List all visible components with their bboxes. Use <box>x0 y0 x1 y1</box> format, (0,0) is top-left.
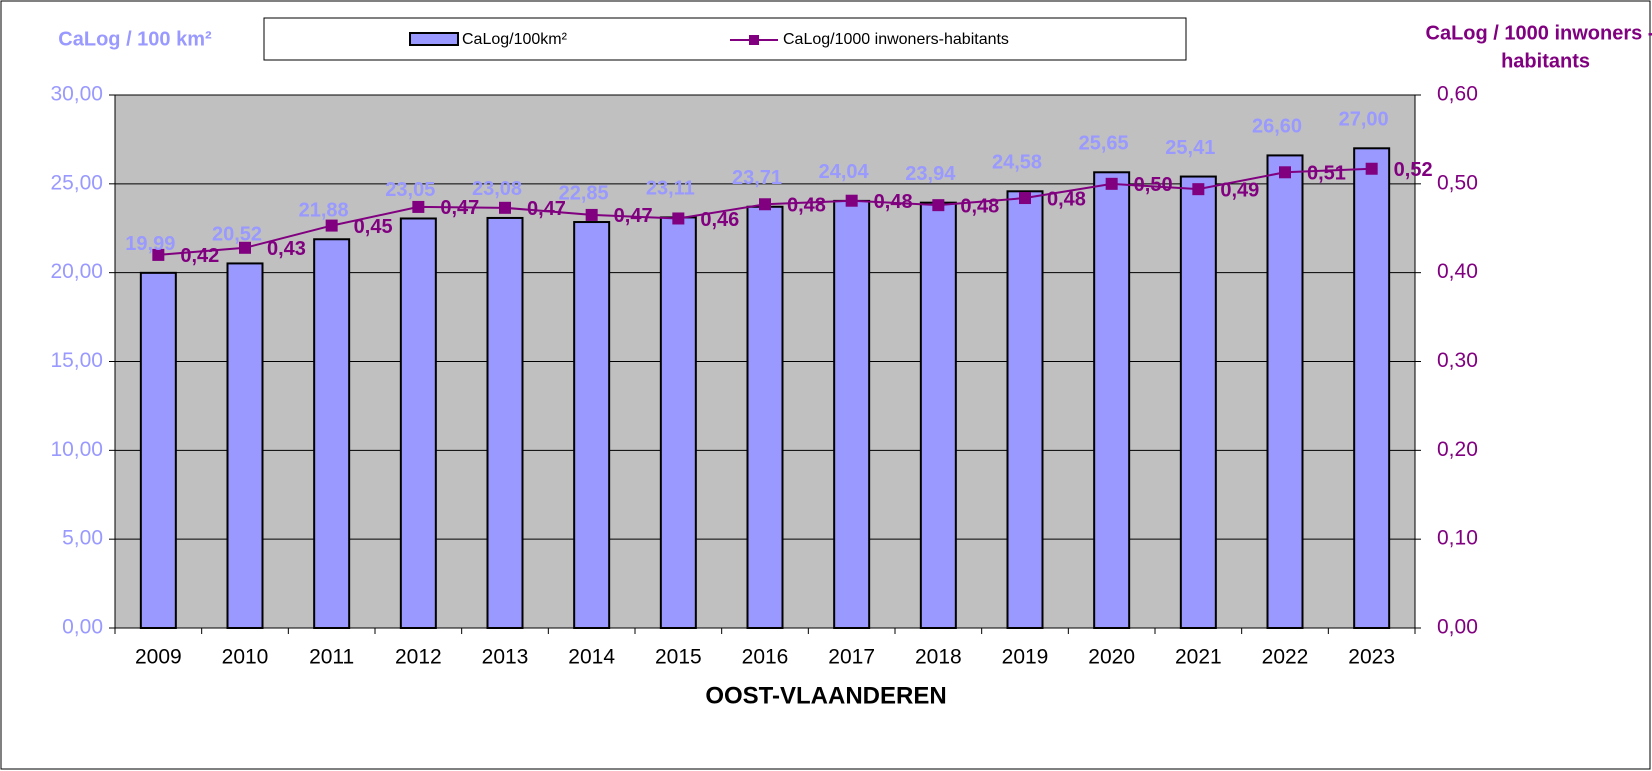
line-marker <box>1279 166 1291 179</box>
line-value-label: 0,48 <box>1047 188 1086 210</box>
bar-value-label: 21,88 <box>299 200 349 222</box>
bar-value-label: 20,52 <box>212 224 262 246</box>
line-value-label: 0,47 <box>614 205 653 227</box>
x-tick-label: 2011 <box>309 646 354 669</box>
line-value-label: 0,48 <box>960 195 999 217</box>
line-marker <box>1365 162 1378 175</box>
line-value-label: 0,47 <box>440 197 479 219</box>
legend-marker <box>749 35 759 45</box>
line-marker <box>845 194 858 207</box>
x-tick-label: 2019 <box>1002 646 1049 669</box>
bar <box>1266 154 1304 629</box>
bar-value-label: 23,08 <box>472 178 522 200</box>
line-marker <box>1105 177 1118 190</box>
bar-value-label: 24,04 <box>819 161 870 183</box>
bar <box>746 205 784 630</box>
bar <box>833 199 871 629</box>
x-tick-label: 2012 <box>395 646 442 669</box>
y-tick-label: 30,00 <box>50 83 103 106</box>
bar <box>313 238 351 630</box>
bar-value-label: 25,41 <box>1165 137 1215 159</box>
x-tick-label: 2009 <box>135 646 182 669</box>
line-marker <box>672 212 685 225</box>
bar <box>659 216 697 630</box>
bar-value-label: 23,71 <box>732 167 782 189</box>
bar-value-label: 24,58 <box>992 152 1042 174</box>
x-tick-label: 2010 <box>222 646 269 669</box>
y2-tick-label: 0,30 <box>1437 349 1478 372</box>
bar-value-label: 27,00 <box>1339 109 1389 131</box>
y-tick-label: 20,00 <box>50 260 103 283</box>
bar-value-label: 23,05 <box>385 179 435 201</box>
y-tick-label: 25,00 <box>50 171 103 194</box>
y2-axis-title: habitants <box>1501 50 1590 72</box>
x-tick-label: 2022 <box>1262 646 1309 669</box>
bar-value-label: 23,11 <box>646 178 695 200</box>
y-tick-label: 10,00 <box>50 438 103 461</box>
bar-value-label: 23,94 <box>905 163 956 185</box>
line-value-label: 0,48 <box>787 195 826 217</box>
x-tick-label: 2015 <box>655 646 702 669</box>
x-tick-label: 2023 <box>1348 646 1395 669</box>
bar <box>1006 190 1044 630</box>
y2-tick-label: 0,40 <box>1437 260 1478 283</box>
line-marker <box>325 219 338 232</box>
line-value-label: 0,47 <box>527 198 566 220</box>
line-value-label: 0,48 <box>874 191 913 213</box>
x-axis-title: OOST-VLAANDEREN <box>705 682 946 709</box>
line-marker <box>499 201 511 214</box>
bar <box>399 217 437 629</box>
bar <box>919 201 957 630</box>
x-tick-label: 2021 <box>1175 646 1222 669</box>
line-marker <box>1192 183 1205 196</box>
line-value-label: 0,42 <box>180 245 219 267</box>
y-tick-label: 15,00 <box>50 349 103 372</box>
x-tick-label: 2016 <box>742 646 789 669</box>
legend-swatch <box>409 32 459 46</box>
line-marker <box>1019 192 1031 205</box>
bar <box>1093 171 1131 629</box>
bar <box>1353 147 1391 630</box>
x-tick-label: 2014 <box>568 646 615 669</box>
bar <box>486 216 524 629</box>
y-tick-label: 5,00 <box>62 527 103 550</box>
bar-value-label: 25,65 <box>1079 133 1129 155</box>
y2-tick-label: 0,00 <box>1437 616 1478 639</box>
bar <box>573 221 611 629</box>
bar <box>226 262 264 629</box>
x-tick-label: 2020 <box>1088 646 1135 669</box>
line-value-label: 0,43 <box>267 238 306 260</box>
line-value-label: 0,50 <box>1134 174 1173 196</box>
legend-label: CaLog/100km² <box>462 31 568 48</box>
legend-label: CaLog/1000 inwoners-habitants <box>783 31 1009 48</box>
x-tick-label: 2018 <box>915 646 962 669</box>
y-tick-label: 0,00 <box>62 616 103 639</box>
line-marker <box>585 208 598 221</box>
line-value-label: 0,51 <box>1307 163 1346 185</box>
line-marker <box>412 200 425 213</box>
x-tick-label: 2017 <box>828 646 875 669</box>
line-marker <box>239 241 251 254</box>
x-tick-label: 2013 <box>482 646 529 669</box>
line-marker <box>932 199 945 212</box>
line-marker <box>152 248 165 261</box>
line-marker <box>759 198 771 211</box>
y2-tick-label: 0,20 <box>1437 438 1478 461</box>
legend <box>263 17 1187 61</box>
y2-axis-title: CaLog / 1000 inwoners - <box>1426 22 1652 44</box>
bar-value-label: 19,99 <box>125 233 175 255</box>
line-value-label: 0,49 <box>1220 179 1259 201</box>
bar-value-label: 26,60 <box>1252 116 1302 138</box>
y2-tick-label: 0,50 <box>1437 171 1478 194</box>
bar <box>139 271 177 629</box>
y-axis-title: CaLog / 100 km² <box>58 28 212 50</box>
line-value-label: 0,45 <box>354 216 393 238</box>
y2-tick-label: 0,10 <box>1437 527 1478 550</box>
bar-value-label: 22,85 <box>559 182 609 204</box>
bar <box>1179 175 1217 629</box>
line-value-label: 0,46 <box>700 209 739 231</box>
y2-tick-label: 0,60 <box>1437 83 1478 106</box>
line-value-label: 0,52 <box>1394 159 1433 181</box>
